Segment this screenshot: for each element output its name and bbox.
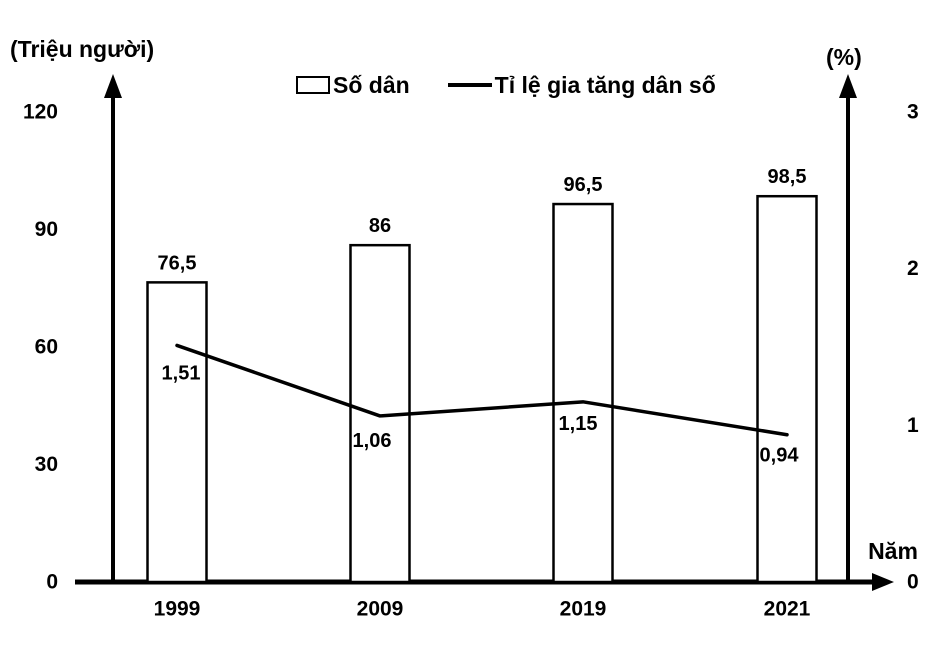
left-axis-tick-label: 0 bbox=[46, 571, 58, 594]
legend-bar-label: Số dân bbox=[333, 71, 410, 98]
right-axis-tick-label: 2 bbox=[907, 257, 919, 280]
bar-2021 bbox=[756, 194, 818, 584]
right-axis-unit-label: (%) bbox=[826, 44, 862, 70]
left-axis-tick-label: 30 bbox=[35, 453, 58, 476]
x-axis-tick-label: 2009 bbox=[357, 598, 404, 621]
chart-legend: Số dân Tỉ lệ gia tăng dân số bbox=[296, 72, 716, 98]
bar-1999 bbox=[146, 281, 208, 584]
line-value-label: 1,06 bbox=[353, 430, 392, 452]
line-value-label: 1,15 bbox=[559, 413, 598, 435]
left-axis-arrowhead-icon bbox=[104, 74, 122, 98]
x-axis-name-label: Năm bbox=[868, 538, 918, 564]
line-value-label: 0,94 bbox=[760, 445, 800, 467]
x-axis-tick-label: 2019 bbox=[560, 598, 607, 621]
right-axis-tick-label: 0 bbox=[907, 571, 919, 594]
legend-bar-swatch-icon bbox=[296, 76, 330, 94]
x-axis-arrowhead-icon bbox=[872, 573, 894, 591]
bar-value-label: 86 bbox=[369, 215, 391, 237]
bar-2019 bbox=[552, 202, 614, 584]
legend-line-label: Tỉ lệ gia tăng dân số bbox=[494, 71, 716, 98]
right-axis-tick-label: 1 bbox=[907, 414, 919, 437]
left-axis-unit-label: (Triệu người) bbox=[10, 36, 155, 62]
left-axis-tick-label: 120 bbox=[23, 101, 58, 124]
bar-value-label: 98,5 bbox=[768, 166, 807, 188]
growth-rate-line bbox=[175, 343, 789, 437]
x-axis-tick-label: 1999 bbox=[154, 598, 201, 621]
x-axis-tick-label: 2021 bbox=[764, 598, 811, 621]
bar-value-label: 76,5 bbox=[158, 252, 197, 274]
line-value-label: 1,51 bbox=[162, 362, 201, 384]
legend-line-swatch-icon bbox=[447, 83, 492, 87]
right-axis-tick-label: 3 bbox=[907, 101, 919, 124]
left-axis-tick-label: 60 bbox=[35, 336, 58, 359]
bar-value-label: 96,5 bbox=[564, 174, 603, 196]
right-axis-arrowhead-icon bbox=[839, 74, 857, 98]
left-axis-tick-label: 90 bbox=[35, 218, 58, 241]
